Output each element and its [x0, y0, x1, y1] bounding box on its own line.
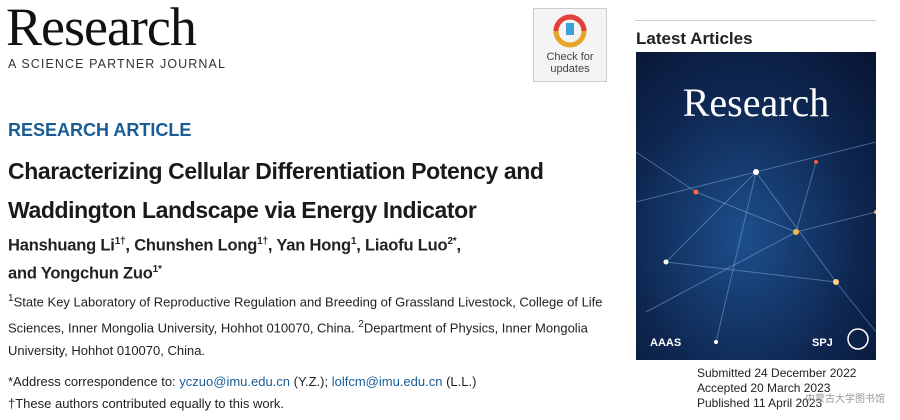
affiliation-text: Department of Physics, Inner Mongolia Un…	[8, 320, 588, 358]
badge-arc	[553, 14, 587, 32]
author-separator: ,	[125, 236, 130, 255]
author-name: Liaofu Luo	[365, 236, 448, 255]
cover-seal	[847, 328, 869, 350]
author-initials: (L.L.)	[446, 374, 477, 389]
correspondence: *Address correspondence to: yczuo@imu.ed…	[8, 374, 476, 389]
author-initials: (Y.Z.);	[293, 374, 329, 389]
cover-logo: AAAS	[650, 337, 681, 349]
affiliations: 1State Key Laboratory of Reproductive Re…	[8, 288, 618, 362]
article-type: RESEARCH ARTICLE	[8, 120, 192, 140]
author-marker: 1	[350, 236, 357, 247]
cover-nodes	[663, 160, 876, 344]
date-published: Published 11 April 2023	[697, 396, 823, 410]
author-marker: 1†	[257, 236, 268, 247]
equal-contribution: †These authors contributed equally to th…	[8, 396, 285, 411]
check-updates-badge[interactable]: Check for updates	[533, 8, 607, 82]
author-separator: ,	[456, 236, 461, 255]
watermark: 内蒙古大学图书馆	[805, 394, 885, 405]
affiliation-text: State Key Laboratory of Reproductive Reg…	[8, 294, 603, 336]
cover-logo: SPJ	[812, 337, 833, 349]
author-name: Hanshuang Li	[8, 236, 115, 255]
author-marker: 1*	[152, 263, 162, 275]
email-link[interactable]: yczuo@imu.edu.cn	[179, 374, 291, 389]
author-separator: ,	[356, 236, 361, 255]
date-submitted: Submitted 24 December 2022	[697, 366, 857, 380]
email-link[interactable]: lolfcm@imu.edu.cn	[331, 374, 443, 389]
author-name: Yan Hong	[276, 236, 351, 255]
affiliation-marker: 1	[8, 293, 14, 304]
badge-icon	[553, 14, 587, 48]
journal-logo: Research	[6, 0, 197, 57]
badge-bookmark	[566, 23, 574, 35]
badge-text: Check for updates	[546, 51, 594, 75]
author-name: Chunshen Long	[134, 236, 258, 255]
article-title: Characterizing Cellular Differentiation …	[8, 158, 544, 223]
journal-cover[interactable]: Research AAAS SPJ	[636, 52, 876, 360]
date-accepted: Accepted 20 March 2023	[697, 381, 831, 395]
author-marker: 1†	[114, 236, 126, 247]
author-marker: 2*	[447, 236, 457, 247]
article-dates: Submitted 24 December 2022 Accepted 20 M…	[697, 366, 856, 411]
cover-background	[636, 52, 876, 360]
journal-tagline: A SCIENCE PARTNER JOURNAL	[8, 57, 227, 71]
cover-title: Research	[683, 80, 830, 125]
authors: Hanshuang Li1†, Chunshen Long1†, Yan Hon…	[8, 230, 568, 285]
sidebar-heading: Latest Articles	[636, 29, 753, 48]
cover-network	[636, 141, 876, 343]
correspondence-label: *Address correspondence to:	[8, 374, 176, 389]
author-name: and Yongchun Zuo	[8, 264, 153, 282]
affiliation-marker: 2	[358, 318, 364, 330]
sidebar-rule	[635, 20, 876, 21]
author-separator: ,	[267, 236, 273, 255]
